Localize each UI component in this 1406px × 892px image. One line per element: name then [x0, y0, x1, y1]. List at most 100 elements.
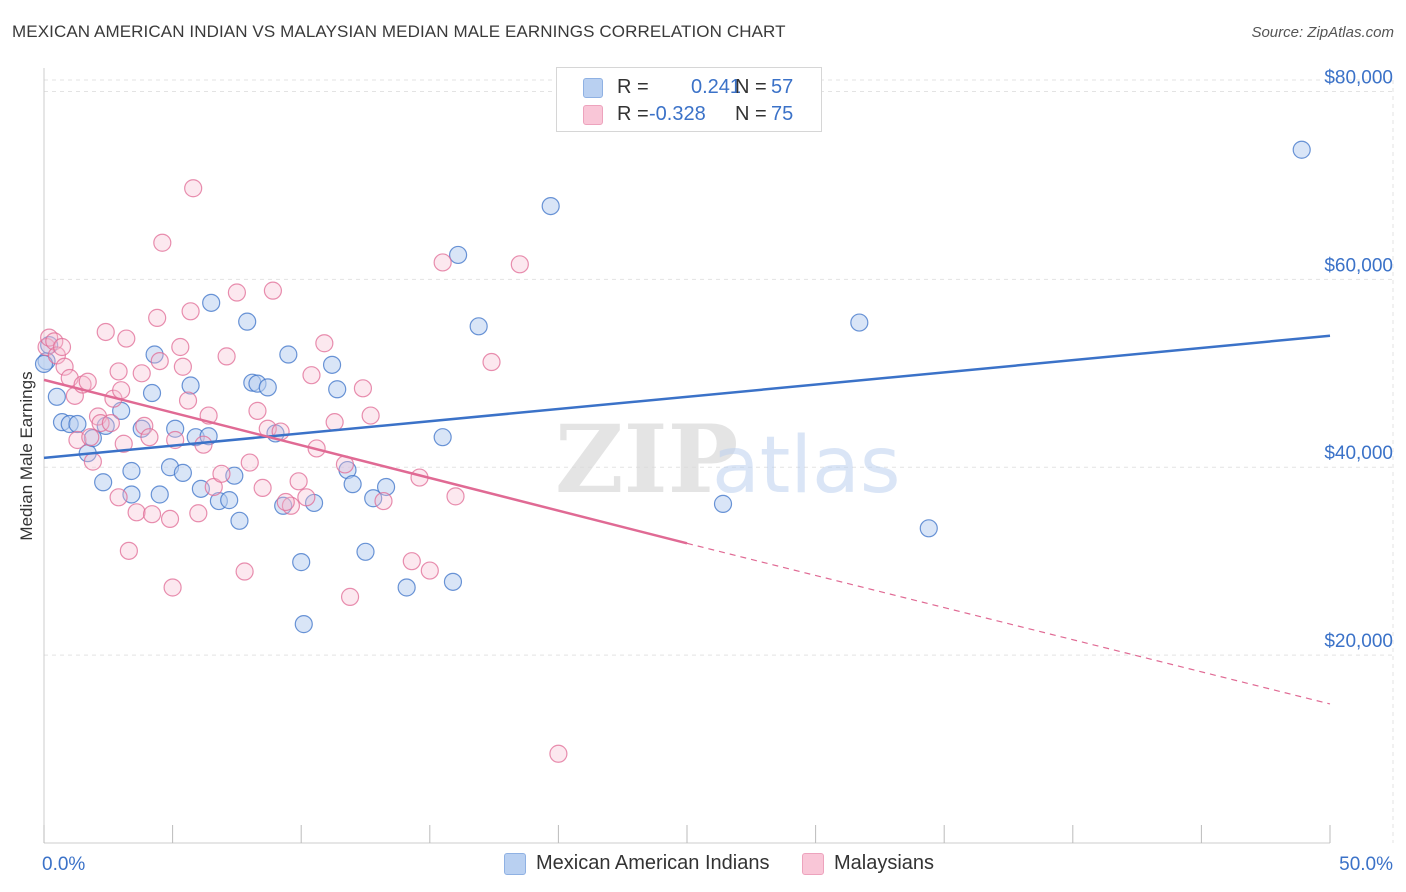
point-malaysians: [119, 541, 138, 560]
point-mexican-american-indians: [294, 615, 313, 634]
point-mexican-american-indians: [1292, 140, 1311, 159]
legend-label: Malaysians: [834, 852, 935, 874]
point-malaysians: [140, 428, 159, 447]
legend-n-value-pink: 75: [771, 102, 794, 125]
point-mexican-american-indians: [238, 312, 257, 331]
point-malaysians: [171, 337, 190, 357]
point-malaysians: [297, 488, 316, 507]
y-tick-label: $60,000: [1324, 255, 1393, 276]
point-malaysians: [81, 428, 100, 447]
point-malaysians: [240, 453, 259, 472]
point-malaysians: [55, 357, 74, 376]
point-mexican-american-indians: [850, 313, 869, 332]
point-mexican-american-indians: [364, 489, 383, 508]
point-malaysians: [433, 253, 452, 272]
legend-r-value-blue: 0.241: [691, 75, 742, 98]
watermark-zip: ZIP: [555, 405, 738, 515]
point-malaysians: [153, 233, 172, 252]
point-malaysians: [160, 509, 180, 529]
point-malaysians: [189, 504, 208, 523]
point-mexican-american-indians: [230, 511, 249, 530]
point-malaysians: [361, 406, 380, 425]
legend-swatch-pink: [802, 853, 824, 875]
point-malaysians: [52, 337, 72, 357]
point-malaysians: [289, 472, 308, 491]
data-points: [34, 140, 1311, 763]
point-mexican-american-indians: [220, 491, 239, 510]
point-malaysians: [112, 381, 131, 400]
point-malaysians: [446, 487, 465, 506]
legend-label: Mexican American Indians: [536, 852, 770, 874]
point-mexican-american-indians: [47, 387, 66, 406]
point-malaysians: [325, 413, 344, 432]
legend-n-value-blue: 57: [771, 75, 794, 98]
point-mexican-american-indians: [469, 317, 488, 336]
point-mexican-american-indians: [292, 553, 311, 572]
point-malaysians: [91, 413, 110, 433]
point-malaysians: [227, 283, 246, 302]
point-malaysians: [109, 362, 128, 381]
trend-line-malaysians-extension: [686, 542, 1331, 705]
point-malaysians: [135, 416, 154, 436]
point-malaysians: [173, 357, 192, 376]
point-malaysians: [101, 413, 120, 433]
point-malaysians: [235, 562, 254, 581]
legend-r-label: R =: [617, 102, 649, 125]
y-tick-label: $20,000: [1324, 631, 1393, 652]
point-mexican-american-indians: [142, 383, 162, 403]
chart-title: MEXICAN AMERICAN INDIAN VS MALAYSIAN MED…: [12, 22, 786, 41]
tick-labels: $20,000 $40,000 $60,000 $80,000 0.0% 50.0%: [42, 67, 1393, 875]
point-malaysians: [420, 561, 439, 580]
point-malaysians: [184, 179, 203, 198]
watermark: ZIP atlas: [555, 405, 901, 515]
point-mexican-american-indians: [433, 428, 452, 447]
point-malaysians: [482, 352, 501, 372]
point-malaysians: [263, 281, 283, 300]
x-tick-label-min: 0.0%: [42, 854, 85, 875]
point-mexican-american-indians: [919, 519, 938, 538]
point-mexican-american-indians: [356, 542, 375, 561]
legend-r-value-pink: -0.328: [649, 102, 706, 125]
point-malaysians: [83, 452, 102, 471]
point-mexican-american-indians: [448, 245, 468, 265]
point-malaysians: [117, 329, 136, 348]
trend-lines: [43, 334, 1331, 705]
point-mexican-american-indians: [541, 196, 560, 216]
point-mexican-american-indians: [343, 475, 362, 494]
point-malaysians: [178, 391, 198, 410]
point-mexican-american-indians: [258, 378, 277, 397]
point-malaysians: [217, 347, 236, 366]
x-tick-label-max: 50.0%: [1339, 854, 1393, 875]
legend-swatch-pink: [583, 105, 603, 125]
point-malaysians: [96, 322, 115, 342]
legend-n-label: N =: [735, 102, 767, 125]
point-mexican-american-indians: [173, 463, 192, 482]
point-mexican-american-indians: [328, 380, 347, 399]
point-malaysians: [248, 401, 267, 420]
point-malaysians: [132, 364, 151, 383]
point-mexican-american-indians: [94, 473, 113, 492]
point-malaysians: [163, 578, 182, 597]
axes: [43, 68, 1331, 844]
point-malaysians: [510, 255, 529, 274]
legend-n-label: N =: [735, 75, 767, 98]
point-malaysians: [549, 744, 568, 763]
legend-r-label: R =: [617, 75, 649, 98]
point-malaysians: [127, 503, 146, 522]
point-malaysians: [315, 334, 334, 353]
point-malaysians: [181, 302, 200, 321]
point-mexican-american-indians: [202, 293, 221, 312]
point-mexican-american-indians: [150, 485, 169, 504]
point-malaysians: [212, 464, 231, 483]
trend-line-malaysians: [43, 378, 688, 545]
point-malaysians: [374, 491, 393, 511]
point-malaysians: [402, 552, 421, 571]
point-mexican-american-indians: [713, 494, 733, 513]
legend-swatch-blue: [583, 78, 603, 98]
point-malaysians: [340, 587, 360, 606]
point-malaysians: [78, 372, 97, 391]
point-mexican-american-indians: [443, 572, 463, 591]
point-malaysians: [253, 478, 272, 498]
point-malaysians: [276, 492, 295, 512]
